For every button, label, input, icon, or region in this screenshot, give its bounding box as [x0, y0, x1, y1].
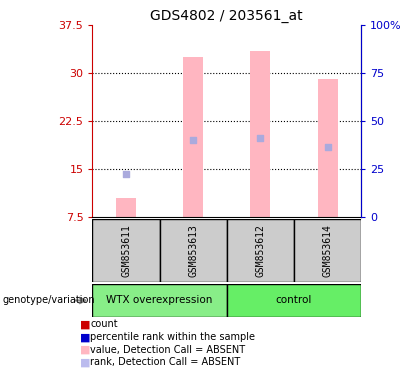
- Text: count: count: [90, 319, 118, 329]
- Text: percentile rank within the sample: percentile rank within the sample: [90, 332, 255, 342]
- Text: control: control: [276, 295, 312, 306]
- Bar: [160, 219, 227, 282]
- Bar: [250, 51, 270, 217]
- Text: GSM853614: GSM853614: [323, 224, 333, 277]
- Point: [123, 171, 129, 177]
- Text: ■: ■: [80, 345, 90, 355]
- Bar: [227, 219, 294, 282]
- Bar: [183, 57, 203, 217]
- Point: [324, 144, 331, 150]
- Bar: [92, 284, 227, 317]
- Text: value, Detection Call = ABSENT: value, Detection Call = ABSENT: [90, 345, 245, 355]
- Text: ■: ■: [80, 319, 90, 329]
- Bar: [92, 219, 160, 282]
- Text: ■: ■: [80, 332, 90, 342]
- Point: [190, 137, 197, 143]
- Text: GSM853612: GSM853612: [255, 224, 265, 277]
- Text: GSM853611: GSM853611: [121, 224, 131, 277]
- Text: genotype/variation: genotype/variation: [2, 295, 95, 306]
- Title: GDS4802 / 203561_at: GDS4802 / 203561_at: [150, 8, 303, 23]
- Bar: [294, 219, 361, 282]
- Text: ■: ■: [80, 358, 90, 367]
- Bar: [116, 198, 136, 217]
- Text: rank, Detection Call = ABSENT: rank, Detection Call = ABSENT: [90, 358, 241, 367]
- Bar: [227, 284, 361, 317]
- Point: [257, 135, 264, 141]
- Text: GSM853613: GSM853613: [188, 224, 198, 277]
- Text: WTX overexpression: WTX overexpression: [106, 295, 213, 306]
- Bar: [318, 79, 338, 217]
